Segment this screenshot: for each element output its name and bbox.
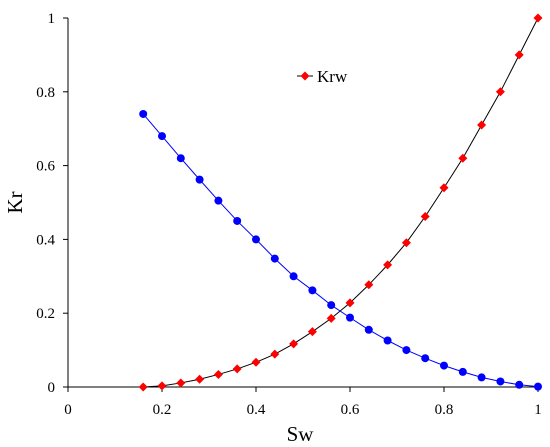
data-point bbox=[139, 109, 148, 118]
y-tick-label: 1 bbox=[48, 11, 56, 27]
data-point bbox=[477, 373, 486, 382]
data-point bbox=[307, 327, 317, 337]
data-point bbox=[138, 382, 148, 392]
data-point bbox=[364, 325, 373, 334]
data-point bbox=[401, 238, 411, 248]
x-tick-label: 0.2 bbox=[153, 402, 172, 418]
x-tick-label: 0.4 bbox=[247, 402, 266, 418]
axes bbox=[67, 18, 538, 388]
data-point bbox=[214, 196, 223, 205]
x-tick-label: 1 bbox=[534, 402, 542, 418]
y-tick-label: 0.6 bbox=[36, 159, 55, 175]
data-point bbox=[383, 336, 392, 345]
data-point bbox=[158, 132, 166, 141]
data-point bbox=[458, 367, 467, 376]
data-point bbox=[213, 369, 223, 379]
y-tick-label: 0 bbox=[48, 380, 56, 396]
y-tick-label: 0.8 bbox=[36, 85, 55, 101]
data-point bbox=[289, 339, 299, 349]
data-point bbox=[232, 364, 242, 374]
data-point bbox=[421, 354, 430, 363]
data-point bbox=[346, 313, 354, 322]
data-point bbox=[495, 87, 505, 97]
data-point bbox=[477, 120, 487, 130]
data-point bbox=[383, 260, 393, 270]
x-axis-label: Sw bbox=[287, 422, 315, 446]
ticks: 0 0.2 0.4 0.6 0.8 1 0 0.2 0.4 0.6 0.8 1 bbox=[36, 11, 542, 418]
x-tick-label: 0.6 bbox=[341, 402, 360, 418]
series-line bbox=[143, 17, 539, 388]
series-1-series bbox=[139, 109, 542, 391]
data-point bbox=[157, 381, 167, 391]
data-point bbox=[233, 216, 242, 225]
data-point bbox=[402, 346, 411, 355]
data-point bbox=[270, 254, 279, 263]
data-point bbox=[252, 235, 260, 244]
data-point bbox=[176, 378, 186, 388]
data-point bbox=[251, 357, 261, 367]
data-point bbox=[534, 382, 542, 391]
data-point bbox=[439, 183, 449, 193]
data-point bbox=[440, 361, 448, 370]
data-point bbox=[270, 349, 280, 359]
data-point bbox=[514, 50, 524, 60]
x-tick-label: 0.8 bbox=[435, 402, 454, 418]
krw-series bbox=[138, 13, 543, 392]
data-point bbox=[327, 301, 336, 310]
x-tick-label: 0 bbox=[64, 402, 72, 418]
data-point bbox=[420, 212, 430, 222]
data-point bbox=[195, 374, 205, 384]
data-point bbox=[364, 280, 374, 290]
y-tick-label: 0.4 bbox=[36, 232, 55, 248]
y-axis-label: Kr bbox=[3, 191, 27, 213]
data-point bbox=[533, 13, 543, 23]
series-layer bbox=[138, 13, 543, 392]
data-point bbox=[289, 272, 298, 281]
data-point bbox=[458, 153, 468, 163]
legend: Krw bbox=[297, 67, 348, 86]
data-point bbox=[176, 154, 185, 163]
data-point bbox=[308, 286, 317, 295]
data-point bbox=[195, 175, 204, 184]
legend-marker bbox=[300, 71, 310, 81]
y-tick-label: 0.2 bbox=[36, 306, 55, 322]
data-point bbox=[496, 377, 505, 386]
series-line bbox=[142, 113, 539, 388]
data-point bbox=[515, 380, 524, 389]
data-point bbox=[326, 313, 336, 323]
legend-label: Krw bbox=[317, 67, 348, 86]
data-point bbox=[345, 298, 355, 308]
